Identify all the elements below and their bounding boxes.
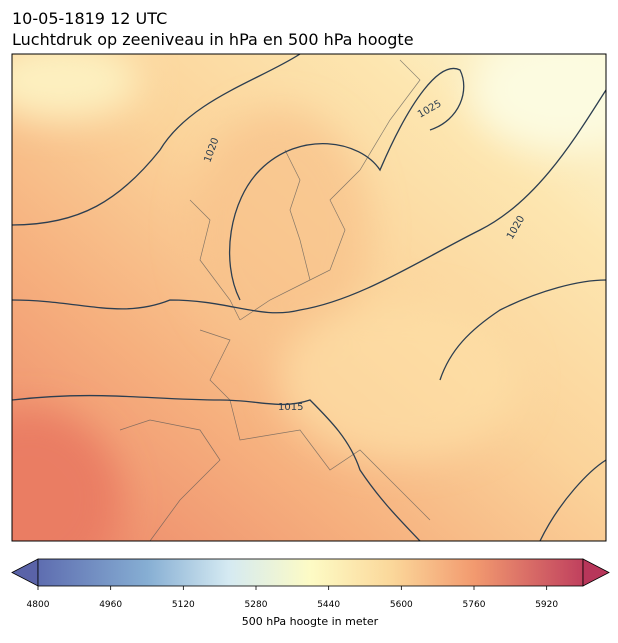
subtitle: Luchtdruk op zeeniveau in hPa en 500 hPa… — [12, 30, 414, 49]
colorbar-tick-label: 5280 — [245, 600, 268, 610]
colorbar-tick-label: 5440 — [317, 600, 340, 610]
colorbar-tick-label: 5600 — [390, 600, 413, 610]
colorbar — [11, 558, 610, 587]
colorbar-extend-high — [582, 558, 610, 587]
colorbar-tick-label: 5920 — [535, 600, 558, 610]
colorbar-tick-label: 4800 — [27, 600, 50, 610]
colorbar-label: 500 hPa hoogte in meter — [242, 615, 379, 628]
map: 1020 1025 1020 1015 — [12, 54, 606, 541]
map-frame — [11, 53, 607, 542]
isobars — [12, 54, 606, 541]
colorbar-tick-label: 4960 — [99, 600, 122, 610]
contour-label: 1015 — [278, 402, 303, 413]
coastlines — [119, 59, 431, 541]
colorbar-bar — [37, 558, 584, 587]
title: 10-05-1819 12 UTC — [12, 9, 167, 28]
colorbar-extend-low — [11, 558, 39, 587]
colorbar-tick-label: 5760 — [463, 600, 486, 610]
colorbar-tick-label: 5120 — [172, 600, 195, 610]
